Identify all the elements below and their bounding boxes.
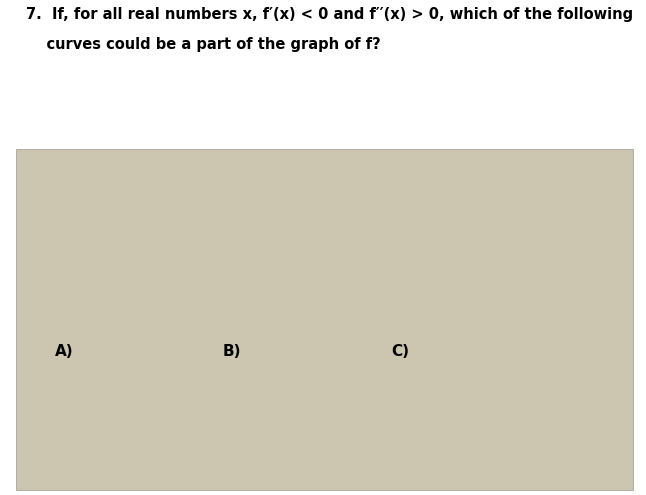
- Text: B): B): [223, 344, 242, 359]
- Text: A): A): [55, 344, 74, 359]
- Text: C): C): [391, 344, 409, 359]
- Text: 7.  If, for all real numbers x, f′(x) < 0 and f′′(x) > 0, which of the following: 7. If, for all real numbers x, f′(x) < 0…: [26, 7, 633, 22]
- Text: curves could be a part of the graph of f?: curves could be a part of the graph of f…: [26, 37, 380, 52]
